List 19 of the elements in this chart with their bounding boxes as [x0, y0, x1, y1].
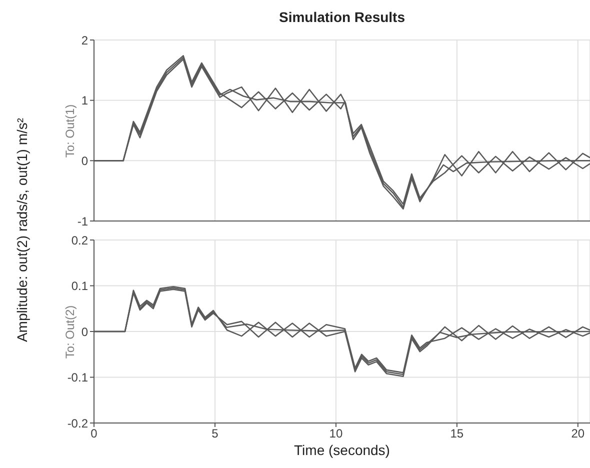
y-tick-label: 1: [81, 94, 88, 108]
x-tick-label: 5: [212, 426, 219, 441]
text: To: Out(2): [63, 304, 77, 358]
x-tick-label: 10: [329, 426, 343, 441]
y-tick-label: 0: [81, 324, 88, 339]
x-tick-label: 20: [571, 426, 585, 441]
y-tick-label: 0.1: [71, 279, 88, 294]
y-tick-label: 0.2: [71, 233, 88, 248]
chart-title: Simulation Results: [278, 9, 406, 25]
x-tick-label: 0: [90, 426, 98, 441]
x-tick-label: 15: [450, 426, 464, 441]
y-tick-label: -0.2: [67, 416, 88, 430]
y-axis-title: Amplitude: out(2) rads/s, out(1) m/s²: [14, 118, 30, 342]
y-tick-label: -0.1: [67, 370, 88, 385]
y-tick-label: 0: [81, 154, 88, 168]
y-tick-label: -1: [77, 214, 88, 228]
text: To: Out(1): [63, 104, 77, 158]
y-tick-label: 2: [81, 33, 88, 48]
x-axis-title: Time (seconds): [294, 442, 390, 458]
